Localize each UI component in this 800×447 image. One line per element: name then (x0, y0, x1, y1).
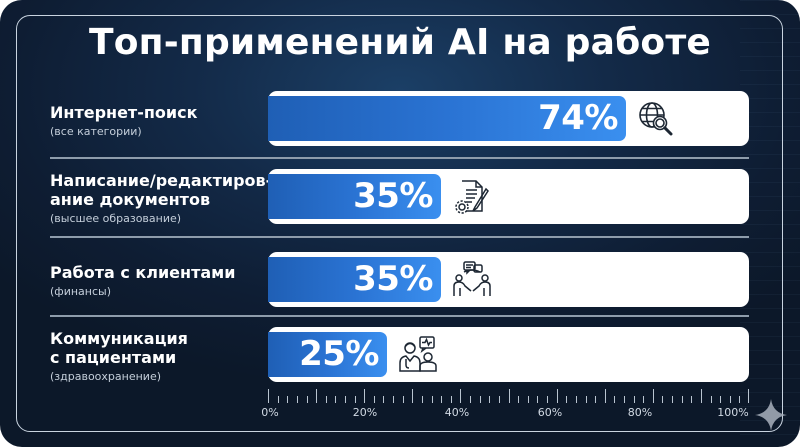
bar-fill-client-work: 35% (268, 257, 441, 302)
x-axis-tick-label: 80% (627, 406, 653, 419)
globe-search-icon (639, 102, 673, 136)
bar-fill-document-writing: 35% (268, 174, 441, 219)
bar-track-patient-communication: 25% (268, 327, 749, 382)
bar-value: 35% (353, 176, 433, 216)
row-divider (50, 236, 749, 238)
bar-value: 35% (353, 259, 433, 299)
bar-track-client-work: 35% (268, 252, 749, 307)
chart-border (16, 15, 783, 432)
row-label-internet-search: Интернет-поиск (все категории) (50, 103, 198, 138)
row-label-document-writing: Написание/редактиров- ание документов (в… (50, 171, 273, 225)
row-label-patient-communication: Коммуникация с пациентами (здравоохранен… (50, 329, 188, 383)
client-meeting-icon (453, 261, 491, 296)
x-axis-tick-label: 0% (261, 406, 279, 419)
document-edit-gear-icon (455, 180, 489, 214)
row-label-client-work: Работа с клиентами (финансы) (50, 263, 236, 298)
bar-value: 74% (538, 98, 618, 138)
bar-fill-patient-communication: 25% (268, 332, 387, 377)
bar-track-document-writing: 35% (268, 169, 749, 224)
x-axis-tick-label: 20% (352, 406, 378, 419)
bar-value: 25% (299, 334, 379, 374)
x-axis-tick-label: 60% (537, 406, 563, 419)
row-divider (50, 157, 749, 159)
doctor-patient-icon (399, 336, 437, 372)
bar-track-internet-search: 74% (268, 91, 749, 146)
background-decoration (740, 0, 800, 447)
bar-fill-internet-search: 74% (268, 96, 626, 141)
x-axis-tick-label: 40% (444, 406, 470, 419)
x-axis (268, 389, 749, 403)
chart-title: Топ-применений AI на работе (88, 22, 712, 63)
x-axis-tick-label: 100% (717, 406, 749, 419)
row-divider (50, 315, 749, 317)
sparkle-icon (755, 399, 787, 431)
